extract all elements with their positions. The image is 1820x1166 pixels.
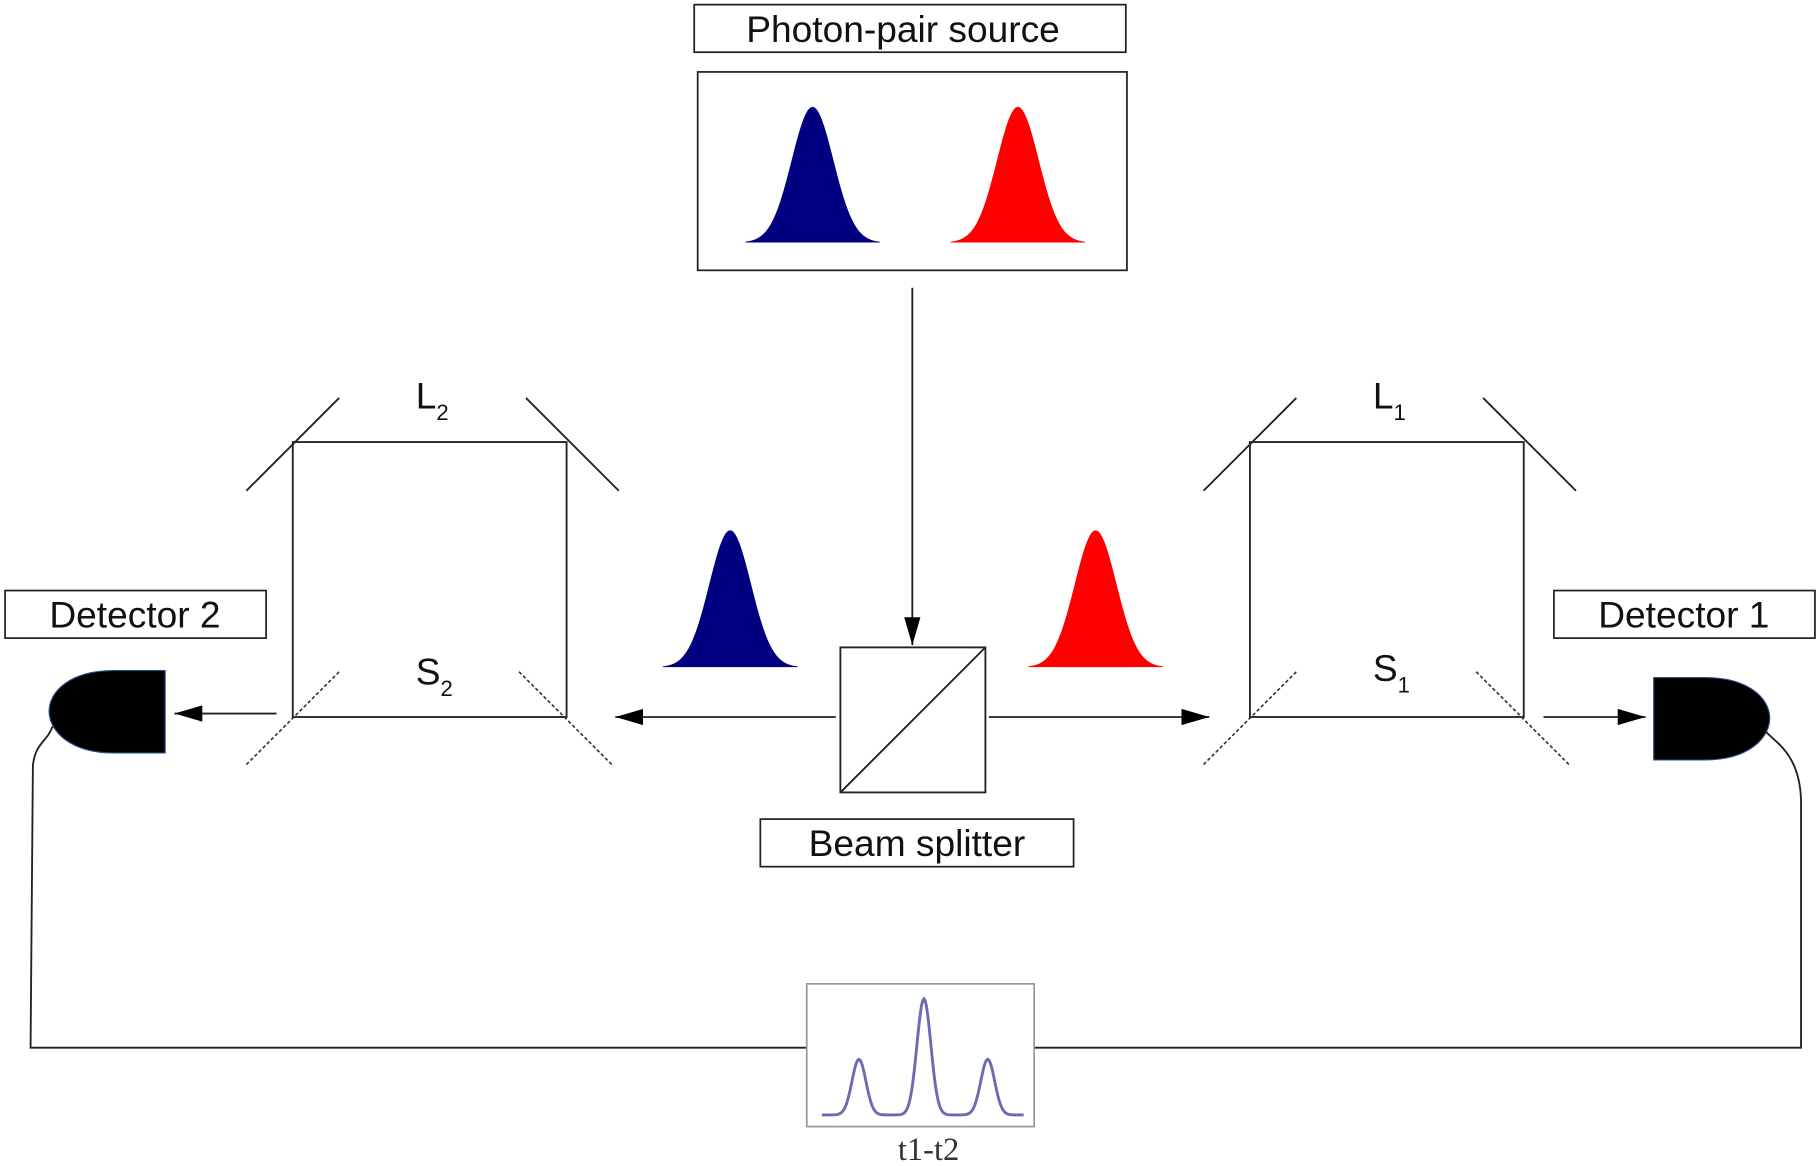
half-mirror [518,671,613,766]
detector-2 [48,670,166,754]
coincidence-trace [821,996,1024,1117]
time-difference-label: t1-t2 [898,1132,959,1166]
detector-1-label: Detector 1 [1598,594,1769,636]
interferometer-1: L1 S1 [1202,374,1577,766]
short-arm-label-s1: S1 [1373,647,1410,698]
long-arm-label-l1: L1 [1373,374,1406,425]
mirror [1482,397,1577,492]
mirror [525,397,620,492]
detector-2-label-box [4,589,267,639]
half-mirror [1202,671,1297,766]
source-label: Photon-pair source [746,8,1060,50]
long-arm-label-l2: L2 [416,374,449,425]
beam-splitter-diagonal [839,646,987,794]
blue-photon-pulse [662,530,798,668]
detector-1-cable [1034,730,1802,1049]
half-mirror [1475,671,1570,766]
mirror [245,397,340,492]
mirror [1202,397,1298,492]
red-photon-pulse-source [950,106,1086,243]
detector-2-label: Detector 2 [49,594,220,636]
beam-splitter-label-box [759,818,1075,868]
blue-photon-pulse-source [745,106,880,243]
short-arm-label-s2: S2 [416,651,453,702]
half-mirror [245,671,340,766]
red-photon-pulse [1028,530,1163,668]
interferometer-2: L2 S2 [245,374,620,766]
detector-1 [1653,676,1771,761]
beam-splitter-label: Beam splitter [809,822,1026,864]
detector-2-cable [29,725,807,1049]
detector-1-label-box [1553,589,1816,639]
source-label-box [693,3,1127,54]
